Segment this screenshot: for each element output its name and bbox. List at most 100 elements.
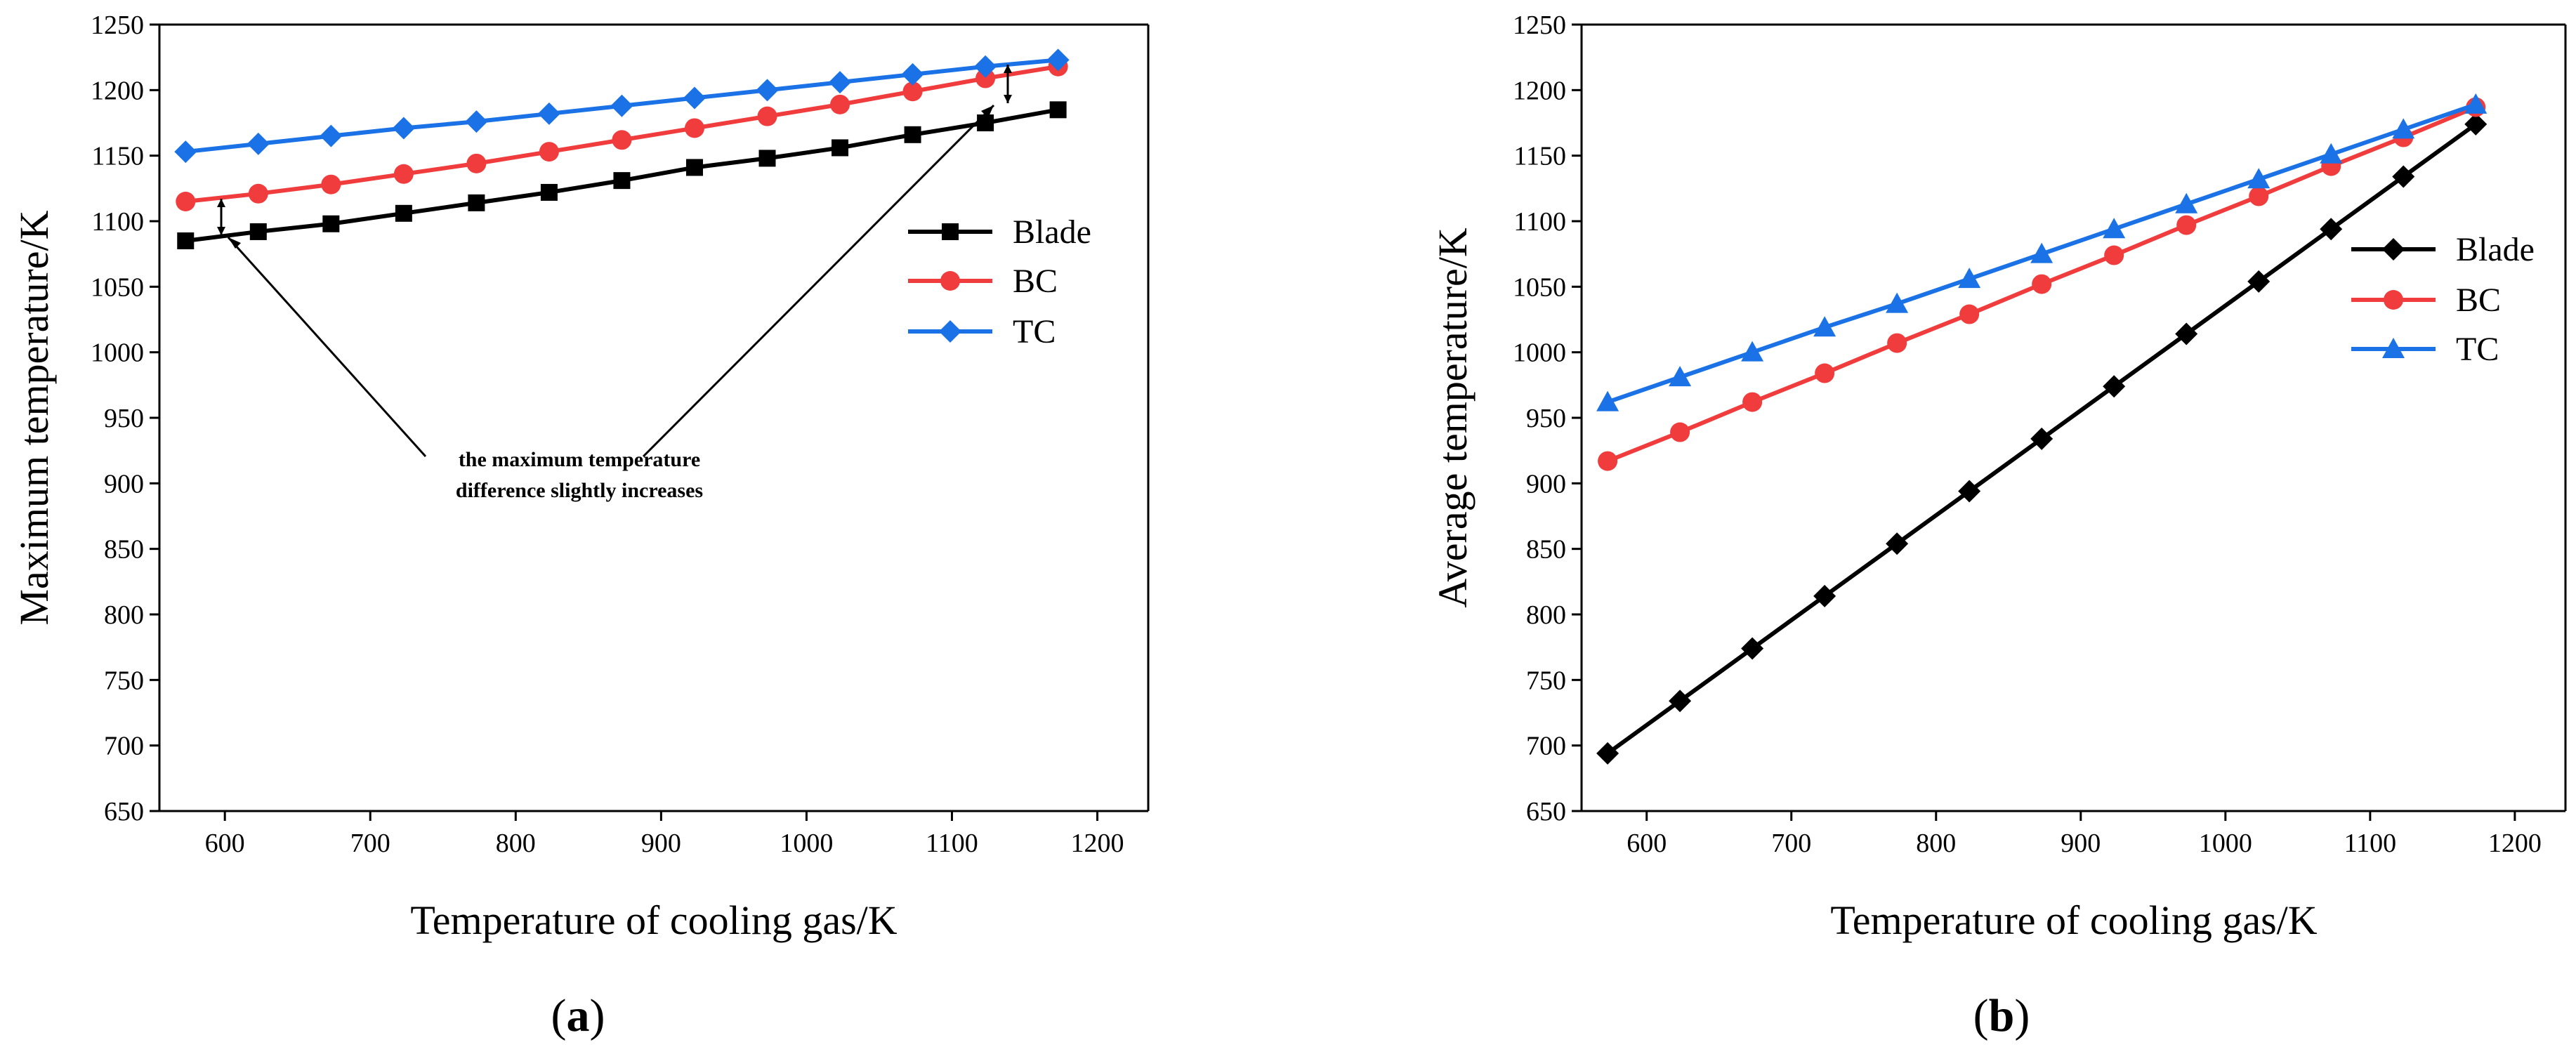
data-point-a-tc-623 bbox=[247, 132, 270, 155]
data-point-b-tc-873 bbox=[2030, 242, 2053, 263]
data-point-a-blade-573 bbox=[177, 232, 195, 249]
data-point-b-tc-973 bbox=[2175, 192, 2198, 213]
x-tick-label-b-900: 900 bbox=[2061, 829, 2101, 858]
legend-a: Blade BC TC bbox=[908, 213, 1091, 350]
data-point-a-blade-823 bbox=[540, 183, 558, 201]
annotation-arrowhead-left bbox=[228, 237, 241, 249]
y-tick-label-b-1250: 1250 bbox=[1513, 11, 1566, 40]
data-point-a-bc-923 bbox=[684, 118, 704, 138]
legend-a-bc-marker bbox=[940, 271, 960, 291]
x-tick-label-a-600: 600 bbox=[205, 829, 245, 858]
data-point-a-bc-623 bbox=[248, 183, 268, 204]
axis-ticks-b: 600 700 800 900 1000 1100 1200 650 700 750 800 850 9… bbox=[1513, 11, 2542, 858]
data-point-a-blade-1123 bbox=[977, 114, 994, 131]
data-point-a-tc-673 bbox=[320, 124, 343, 147]
legend-b-bc-label: BC bbox=[2456, 282, 2501, 319]
data-point-b-blade-973 bbox=[2175, 322, 2198, 345]
data-point-b-blade-773 bbox=[1886, 532, 1909, 555]
series-group-a bbox=[174, 48, 1070, 249]
y-tick-label-a-1150: 1150 bbox=[91, 142, 144, 171]
y-tick-label-a-1050: 1050 bbox=[91, 272, 144, 302]
data-point-a-blade-723 bbox=[395, 204, 412, 222]
data-point-a-bc-1023 bbox=[830, 94, 850, 114]
data-point-a-bc-673 bbox=[321, 174, 341, 195]
panel-label-a-open: ( bbox=[551, 990, 567, 1041]
y-tick-label-b-650: 650 bbox=[1526, 797, 1566, 826]
data-point-b-blade-823 bbox=[1958, 480, 1981, 503]
annotation-arrowhead-right bbox=[981, 105, 994, 118]
data-point-a-tc-1123 bbox=[974, 55, 997, 78]
data-point-a-tc-923 bbox=[683, 86, 706, 110]
data-point-b-bc-823 bbox=[1959, 304, 1980, 324]
x-tick-label-b-800: 800 bbox=[1916, 829, 1956, 858]
panel-label-a-letter: a bbox=[567, 990, 590, 1041]
y-tick-label-b-1200: 1200 bbox=[1513, 76, 1566, 105]
y-tick-label-a-950: 950 bbox=[104, 404, 144, 433]
y-tick-label-a-1100: 1100 bbox=[91, 207, 144, 237]
data-point-b-blade-723 bbox=[1813, 584, 1836, 607]
panel-label-b: (b) bbox=[1973, 990, 2030, 1041]
data-point-b-tc-773 bbox=[1886, 292, 1909, 313]
data-point-b-blade-623 bbox=[1669, 690, 1692, 713]
y-tick-label-b-800: 800 bbox=[1526, 600, 1566, 630]
data-point-b-bc-723 bbox=[1815, 363, 1835, 383]
data-point-a-bc-873 bbox=[612, 130, 632, 150]
legend-b-tc-marker bbox=[2382, 338, 2405, 358]
y-tick-label-b-1100: 1100 bbox=[1513, 207, 1566, 237]
y-tick-label-b-1150: 1150 bbox=[1513, 142, 1566, 171]
y-tick-label-a-700: 700 bbox=[104, 732, 144, 761]
x-tick-label-a-1200: 1200 bbox=[1071, 829, 1124, 858]
x-tick-label-a-800: 800 bbox=[496, 829, 536, 858]
panel-label-b-letter: b bbox=[1989, 990, 2015, 1041]
y-tick-label-b-1050: 1050 bbox=[1513, 272, 1566, 302]
x-tick-label-b-1000: 1000 bbox=[2199, 829, 2252, 858]
annotation-a: the maximum temperature difference sligh… bbox=[217, 65, 1012, 502]
x-tick-label-b-700: 700 bbox=[1771, 829, 1811, 858]
legend-a-tc-marker bbox=[939, 320, 961, 343]
x-tick-label-a-1100: 1100 bbox=[926, 829, 978, 858]
y-tick-label-a-800: 800 bbox=[104, 600, 144, 630]
data-point-a-tc-1023 bbox=[829, 71, 852, 94]
data-point-b-blade-873 bbox=[2030, 427, 2053, 450]
y-tick-label-b-1000: 1000 bbox=[1513, 338, 1566, 368]
x-tick-label-b-1100: 1100 bbox=[2344, 829, 2397, 858]
data-point-a-blade-673 bbox=[322, 215, 340, 232]
data-point-b-bc-923 bbox=[2104, 245, 2124, 265]
data-point-a-blade-1173 bbox=[1049, 101, 1067, 119]
data-point-a-tc-773 bbox=[465, 110, 488, 133]
data-point-b-tc-723 bbox=[1813, 316, 1836, 337]
legend-b: Blade BC TC bbox=[2351, 231, 2535, 368]
data-point-b-bc-573 bbox=[1598, 451, 1618, 471]
data-point-a-blade-923 bbox=[685, 159, 703, 176]
data-point-b-blade-1023 bbox=[2247, 270, 2271, 293]
data-point-b-tc-1173 bbox=[2464, 93, 2488, 114]
y-axis-title-b: Average temperature/K bbox=[1430, 228, 1476, 608]
y-tick-label-a-1000: 1000 bbox=[91, 338, 144, 368]
axis-ticks-a: 600 700 800 900 1000 1100 1200 650 700 750 800 850 9… bbox=[91, 11, 1124, 858]
data-point-b-bc-1023 bbox=[2249, 186, 2269, 206]
x-tick-label-a-1000: 1000 bbox=[780, 829, 833, 858]
data-point-a-tc-1173 bbox=[1046, 48, 1070, 72]
x-tick-label-a-900: 900 bbox=[641, 829, 681, 858]
x-axis-title-a: Temperature of cooling gas/K bbox=[410, 897, 897, 943]
data-point-a-blade-873 bbox=[613, 172, 631, 190]
data-point-a-tc-973 bbox=[756, 79, 779, 102]
x-axis-title-b: Temperature of cooling gas/K bbox=[1830, 897, 2317, 943]
data-point-a-bc-773 bbox=[466, 153, 487, 173]
data-point-b-bc-673 bbox=[1742, 392, 1763, 412]
data-point-b-blade-923 bbox=[2103, 375, 2126, 398]
data-point-a-tc-873 bbox=[610, 94, 633, 117]
gap-marker-right-top bbox=[1004, 65, 1012, 73]
data-point-b-blade-1073 bbox=[2320, 218, 2343, 241]
annotation-arrow-left bbox=[227, 236, 427, 458]
annotation-line-2: difference slightly increases bbox=[456, 479, 703, 502]
y-tick-label-a-650: 650 bbox=[104, 797, 144, 826]
y-tick-label-b-900: 900 bbox=[1526, 469, 1566, 499]
y-tick-label-b-700: 700 bbox=[1526, 732, 1566, 761]
data-point-a-blade-1023 bbox=[832, 139, 849, 157]
legend-b-tc-label: TC bbox=[2456, 331, 2499, 368]
y-tick-label-b-850: 850 bbox=[1526, 535, 1566, 565]
data-point-b-tc-1123 bbox=[2392, 118, 2415, 139]
gap-marker-right-bottom bbox=[1004, 95, 1012, 103]
